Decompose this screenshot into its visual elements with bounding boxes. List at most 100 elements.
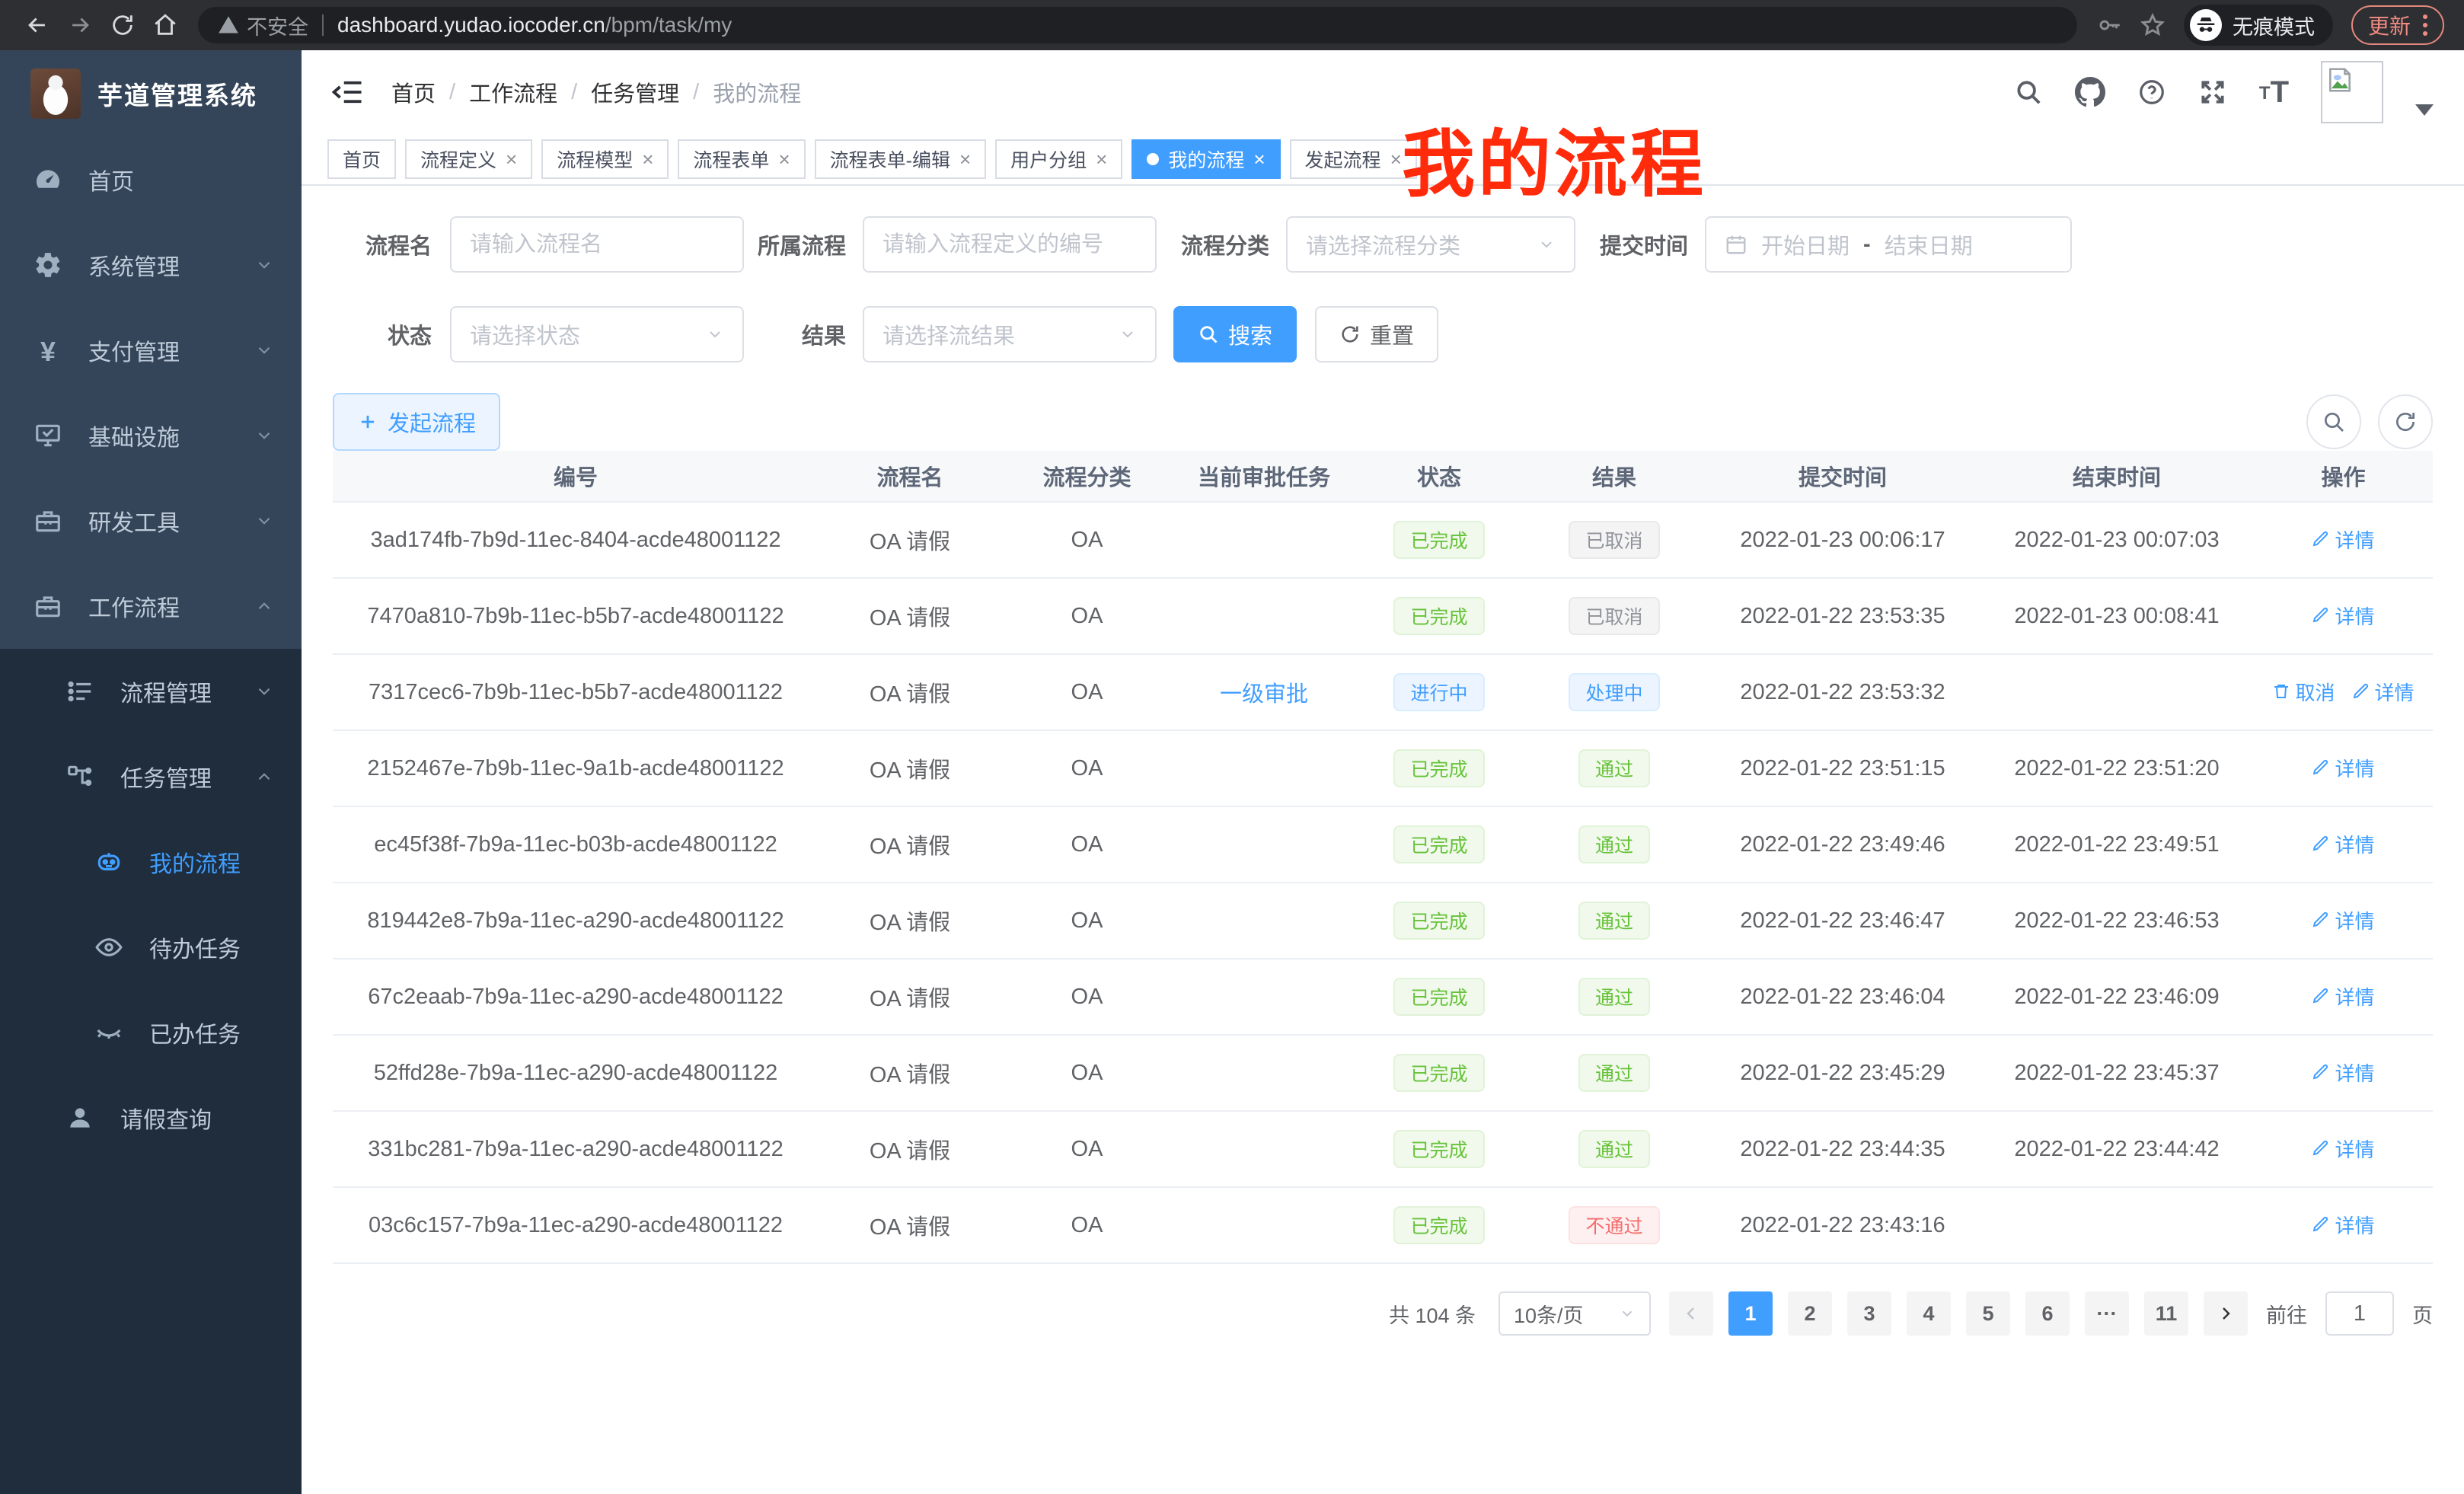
filter-label-status: 状态 bbox=[387, 324, 432, 349]
process-name-input[interactable] bbox=[450, 216, 744, 273]
search-icon[interactable] bbox=[2014, 78, 2043, 107]
sidebar-item-todo-tasks[interactable]: 待办任务 bbox=[0, 905, 302, 990]
detail-link[interactable]: 详情 bbox=[2312, 830, 2375, 858]
sidebar-item-devtools[interactable]: 研发工具 bbox=[0, 478, 302, 563]
page-size-select[interactable]: 10条/页 bbox=[1499, 1291, 1651, 1336]
close-icon[interactable]: × bbox=[778, 148, 790, 171]
detail-link[interactable]: 详情 bbox=[2352, 678, 2415, 706]
cell-name: OA 请假 bbox=[869, 911, 951, 935]
chevron-down-icon bbox=[1537, 235, 1556, 254]
detail-link[interactable]: 详情 bbox=[2312, 525, 2375, 554]
next-page-button[interactable] bbox=[2204, 1291, 2248, 1336]
cell-actions: 取消 详情 bbox=[2254, 678, 2433, 707]
eye-icon bbox=[94, 933, 123, 962]
task-link[interactable]: 一级审批 bbox=[1219, 682, 1308, 707]
breadcrumb-task-management[interactable]: 任务管理 bbox=[591, 82, 680, 107]
fullscreen-icon[interactable] bbox=[2198, 78, 2227, 107]
page-button-4[interactable]: 4 bbox=[1907, 1291, 1951, 1336]
tab-label: 发起流程 bbox=[1304, 150, 1381, 171]
sidebar-item-done-tasks[interactable]: 已办任务 bbox=[0, 990, 302, 1075]
detail-link[interactable]: 详情 bbox=[2312, 982, 2375, 1010]
page-button-5[interactable]: 5 bbox=[1966, 1291, 2010, 1336]
sidebar-item-label: 基础设施 bbox=[88, 426, 180, 451]
detail-link[interactable]: 详情 bbox=[2312, 1058, 2375, 1087]
close-icon[interactable]: × bbox=[1390, 148, 1402, 171]
sidebar-item-home[interactable]: 首页 bbox=[0, 137, 302, 222]
password-key-icon[interactable] bbox=[2092, 8, 2127, 43]
avatar-caret-icon[interactable] bbox=[2415, 104, 2434, 116]
sidebar-item-workflow[interactable]: 工作流程 bbox=[0, 563, 302, 649]
close-icon[interactable]: × bbox=[506, 148, 518, 171]
reset-button[interactable]: 重置 bbox=[1315, 306, 1439, 362]
forward-icon[interactable] bbox=[62, 8, 97, 43]
result-badge: 已取消 bbox=[1569, 597, 1660, 635]
detail-link[interactable]: 详情 bbox=[2312, 906, 2375, 934]
submit-time-range-picker[interactable]: 开始日期 - 结束日期 bbox=[1705, 216, 2072, 273]
sidebar-item-task-management[interactable]: 任务管理 bbox=[0, 734, 302, 819]
reload-icon[interactable] bbox=[105, 8, 140, 43]
breadcrumb-workflow[interactable]: 工作流程 bbox=[469, 82, 558, 107]
close-icon[interactable]: × bbox=[1096, 148, 1108, 171]
goto-page-input[interactable] bbox=[2325, 1291, 2394, 1336]
cell-result: 通过 bbox=[1523, 1054, 1706, 1092]
bookmark-star-icon[interactable] bbox=[2135, 8, 2170, 43]
cell-status: 已完成 bbox=[1355, 978, 1523, 1016]
sidebar-item-system[interactable]: 系统管理 bbox=[0, 222, 302, 308]
page-button-3[interactable]: 3 bbox=[1847, 1291, 1891, 1336]
more-pages-button[interactable]: ··· bbox=[2085, 1291, 2129, 1336]
sidebar-item-my-process[interactable]: 我的流程 bbox=[0, 819, 302, 905]
update-button[interactable]: 更新 bbox=[2351, 5, 2444, 45]
github-icon[interactable] bbox=[2074, 77, 2105, 107]
cell-id: 67c2eaab-7b9a-11ec-a290-acde48001122 bbox=[368, 984, 784, 1009]
result-badge: 通过 bbox=[1578, 902, 1650, 940]
home-icon[interactable] bbox=[148, 8, 183, 43]
tab-process-form[interactable]: 流程表单 × bbox=[678, 139, 806, 179]
show-search-toggle-button[interactable] bbox=[2306, 394, 2361, 449]
page-button-1[interactable]: 1 bbox=[1728, 1291, 1773, 1336]
cancel-link[interactable]: 取消 bbox=[2272, 678, 2335, 706]
sidebar-fold-icon[interactable] bbox=[332, 76, 364, 108]
detail-link[interactable]: 详情 bbox=[2312, 1211, 2375, 1239]
cell-submit-time: 2022-01-22 23:43:16 bbox=[1740, 1212, 1945, 1237]
page-button-11[interactable]: 11 bbox=[2144, 1291, 2188, 1336]
tab-user-group[interactable]: 用户分组 × bbox=[995, 139, 1123, 179]
tab-process-definition[interactable]: 流程定义 × bbox=[405, 139, 533, 179]
cell-result: 已取消 bbox=[1523, 597, 1706, 635]
sidebar-item-payment[interactable]: ¥ 支付管理 bbox=[0, 308, 302, 393]
close-icon[interactable]: × bbox=[959, 148, 972, 171]
tab-my-process[interactable]: 我的流程 × bbox=[1131, 139, 1281, 179]
cell-result: 处理中 bbox=[1523, 673, 1706, 711]
sidebar-item-process-management[interactable]: 流程管理 bbox=[0, 649, 302, 734]
breadcrumb-home[interactable]: 首页 bbox=[391, 82, 436, 107]
start-process-button[interactable]: 发起流程 bbox=[333, 393, 501, 451]
page-button-2[interactable]: 2 bbox=[1788, 1291, 1832, 1336]
browser-menu-icon[interactable] bbox=[2423, 14, 2427, 36]
tab-process-form-edit[interactable]: 流程表单-编辑 × bbox=[814, 139, 987, 179]
tab-start-process[interactable]: 发起流程 × bbox=[1289, 139, 1417, 179]
detail-link[interactable]: 详情 bbox=[2312, 1135, 2375, 1163]
tab-home[interactable]: 首页 bbox=[327, 139, 397, 179]
result-badge: 处理中 bbox=[1569, 673, 1660, 711]
status-select[interactable]: 请选择状态 bbox=[450, 306, 744, 362]
detail-link[interactable]: 详情 bbox=[2312, 602, 2375, 630]
prev-page-button[interactable] bbox=[1669, 1291, 1713, 1336]
result-select[interactable]: 请选择流结果 bbox=[863, 306, 1157, 362]
avatar[interactable] bbox=[2321, 61, 2383, 123]
category-select[interactable]: 请选择流程分类 bbox=[1286, 216, 1575, 273]
sidebar-item-leave-query[interactable]: 请假查询 bbox=[0, 1075, 302, 1160]
sidebar-item-infrastructure[interactable]: 基础设施 bbox=[0, 393, 302, 478]
parent-process-input[interactable] bbox=[863, 216, 1157, 273]
refresh-button[interactable] bbox=[2378, 394, 2433, 449]
app-logo bbox=[30, 69, 81, 119]
search-button[interactable]: 搜索 bbox=[1173, 306, 1297, 362]
detail-link[interactable]: 详情 bbox=[2312, 754, 2375, 782]
help-icon[interactable] bbox=[2137, 78, 2166, 107]
tab-process-model[interactable]: 流程模型 × bbox=[541, 139, 669, 179]
address-bar[interactable]: 不安全 dashboard.yudao.iocoder.cn /bpm/task… bbox=[198, 7, 2077, 43]
close-icon[interactable]: × bbox=[1253, 148, 1266, 171]
col-header-id: 编号 bbox=[553, 466, 598, 490]
back-icon[interactable] bbox=[20, 8, 55, 43]
page-button-6[interactable]: 6 bbox=[2025, 1291, 2070, 1336]
close-icon[interactable]: × bbox=[642, 148, 654, 171]
